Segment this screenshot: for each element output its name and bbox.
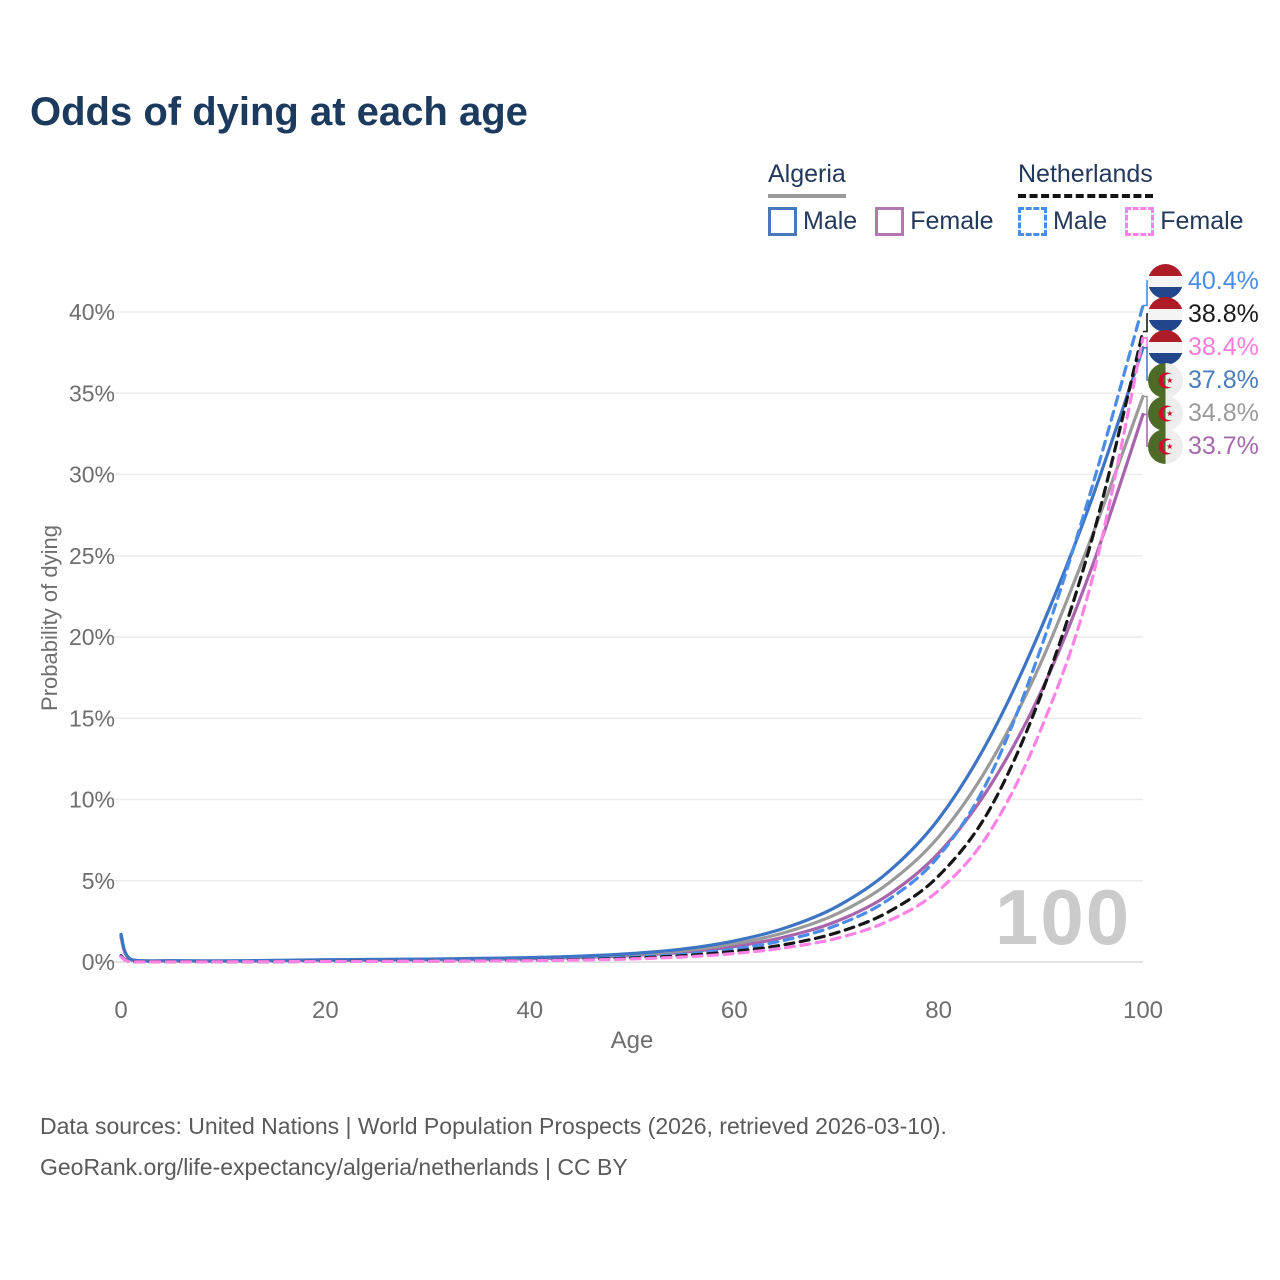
end-label-value: 34.8%: [1188, 398, 1259, 427]
end-label-value: 33.7%: [1188, 431, 1259, 460]
algeria-flag-icon: [1148, 395, 1183, 431]
algeria-flag-icon: [1148, 428, 1183, 464]
legend-item-label: Female: [910, 207, 994, 235]
end-label-netherlands-both-sexes: 38.8%: [1148, 296, 1259, 332]
legend-item-label: Female: [1160, 207, 1244, 235]
x-tick-40: 40: [516, 997, 543, 1024]
footer-data-sources: Data sources: United Nations | World Pop…: [40, 1113, 947, 1139]
x-tick-60: 60: [721, 997, 748, 1024]
netherlands-flag-icon: [1148, 296, 1183, 332]
algeria-male-swatch-icon: [768, 207, 797, 236]
y-tick-0: 0%: [82, 949, 115, 975]
y-tick-10: 10%: [69, 787, 115, 813]
end-label-value: 40.4%: [1188, 266, 1259, 295]
page-title: Odds of dying at each age: [30, 90, 528, 134]
end-label-value: 38.8%: [1188, 299, 1259, 328]
y-tick-35: 35%: [69, 380, 115, 406]
x-tick-100: 100: [1123, 997, 1163, 1024]
algeria-flag-icon: [1148, 362, 1183, 398]
end-label-value: 37.8%: [1188, 365, 1259, 394]
footer-source-url[interactable]: GeoRank.org/life-expectancy/algeria/neth…: [40, 1154, 628, 1180]
x-tick-0: 0: [114, 997, 127, 1024]
algeria-female-swatch-icon: [875, 207, 905, 236]
y-axis-label: Probability of dying: [37, 525, 62, 711]
netherlands-flag-icon: [1148, 329, 1183, 365]
chart-canvas: 0% 5% 10% 15% 20% 25% 30% 35% 40% 0 20 40 60 80 100: [69, 280, 1163, 1024]
series-line-netherlands-both-sexes[interactable]: [119, 329, 1145, 964]
series-line-netherlands-male[interactable]: [119, 303, 1145, 964]
legend-header-netherlands: Netherlands: [1018, 160, 1153, 198]
end-label-algeria-both-sexes: 34.8%: [1148, 395, 1259, 431]
netherlands-female-swatch-icon: [1125, 207, 1155, 236]
end-label-netherlands-male: 40.4%: [1148, 263, 1259, 299]
end-label-value: 38.4%: [1188, 332, 1259, 361]
legend-group-algeria: Algeria Male Female: [768, 160, 994, 236]
y-tick-15: 15%: [69, 705, 115, 731]
legend-item-label: Male: [1053, 207, 1108, 235]
y-tick-40: 40%: [69, 299, 115, 325]
legend-item-algeria-female[interactable]: Female: [875, 207, 994, 236]
series-line-algeria-female[interactable]: [119, 412, 1145, 963]
series-line-algeria-male[interactable]: [119, 346, 1145, 963]
end-label-netherlands-female: 38.4%: [1148, 329, 1259, 365]
y-tick-5: 5%: [82, 868, 115, 894]
footer: Data sources: United Nations | World Pop…: [40, 1106, 947, 1188]
x-axis-label: Age: [610, 1027, 654, 1054]
end-label-algeria-male: 37.8%: [1148, 362, 1259, 398]
legend-item-netherlands-female[interactable]: Female: [1125, 207, 1244, 236]
x-tick-80: 80: [925, 997, 952, 1024]
y-tick-30: 30%: [69, 462, 115, 488]
legend-header-algeria: Algeria: [768, 160, 846, 198]
legend-item-label: Male: [803, 207, 858, 235]
end-label-algeria-female: 33.7%: [1148, 428, 1259, 464]
y-tick-25: 25%: [69, 543, 115, 569]
netherlands-flag-icon: [1148, 263, 1183, 299]
legend-item-algeria-male[interactable]: Male: [768, 207, 857, 236]
y-tick-20: 20%: [69, 624, 115, 650]
legend-group-netherlands: Netherlands Male Female: [1018, 160, 1244, 236]
series-line-netherlands-female[interactable]: [119, 336, 1145, 964]
series-line-algeria-both-sexes[interactable]: [119, 394, 1145, 963]
age-watermark: 100: [995, 873, 1132, 961]
legend-item-netherlands-male[interactable]: Male: [1018, 207, 1107, 236]
x-tick-20: 20: [312, 997, 339, 1024]
netherlands-male-swatch-icon: [1018, 207, 1047, 236]
